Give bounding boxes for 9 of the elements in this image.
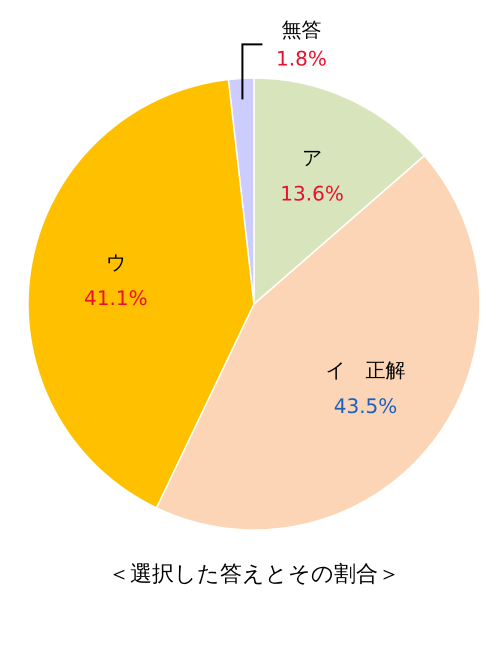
slice-label: 無答 — [281, 17, 322, 42]
slice-label: ア — [302, 145, 322, 170]
slice-label: ウ — [106, 250, 126, 274]
data-label: 41.1% — [84, 286, 148, 310]
data-label: 13.6% — [280, 181, 344, 206]
data-label: 43.5% — [334, 394, 398, 418]
data-label: 1.8% — [276, 46, 327, 70]
slice-label: イ 正解 — [326, 358, 406, 382]
text: ＜選択した答えとその割合＞ — [108, 562, 400, 587]
